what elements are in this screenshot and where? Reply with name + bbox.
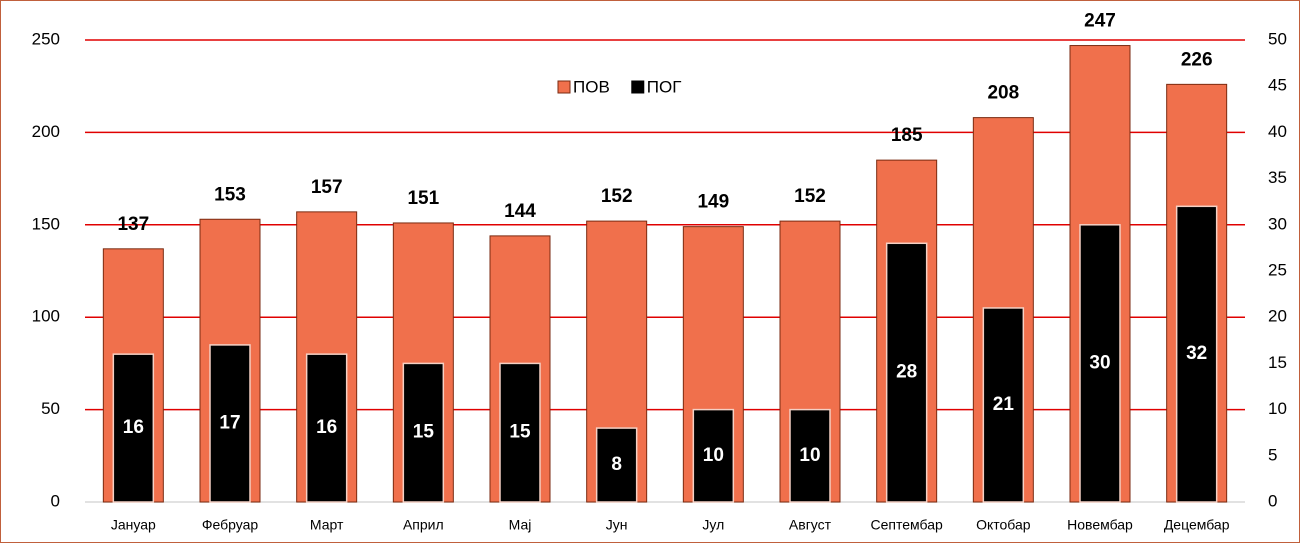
data-label: 21: [993, 394, 1015, 415]
y-tick-label: 250: [32, 29, 60, 48]
data-label: 28: [896, 362, 917, 383]
bar: [885, 242, 928, 503]
legend-label: ПОГ: [647, 77, 682, 96]
x-tick-label: Јун: [606, 517, 628, 533]
y2-tick-label: 50: [1268, 29, 1287, 48]
x-tick-label: Март: [310, 517, 344, 533]
y2-tick-label: 0: [1268, 491, 1277, 510]
bar: [305, 353, 348, 503]
data-label: 208: [987, 83, 1019, 104]
x-tick-label: Децембар: [1164, 517, 1230, 533]
x-tick-label: Фебруар: [202, 517, 259, 533]
bar: [1175, 205, 1218, 503]
y-tick-label: 100: [32, 307, 60, 326]
x-tick-label: Јул: [702, 517, 724, 533]
bar: [499, 362, 541, 503]
y2-tick-label: 30: [1268, 214, 1287, 233]
data-label: 137: [117, 214, 149, 235]
y2-tick-label: 25: [1268, 260, 1287, 279]
y-tick-label: 0: [51, 491, 60, 510]
y-tick-label: 200: [32, 122, 60, 141]
y2-tick-label: 20: [1268, 307, 1287, 326]
data-label: 15: [413, 422, 435, 443]
data-label: 185: [891, 125, 923, 146]
data-label: 152: [601, 186, 633, 207]
x-tick-label: Април: [403, 517, 444, 533]
x-tick-label: Август: [789, 517, 832, 533]
y2-tick-label: 45: [1268, 76, 1287, 95]
data-label: 15: [509, 422, 531, 443]
x-tick-label: Новембар: [1067, 517, 1133, 533]
bar: [112, 353, 155, 503]
x-tick-label: Септембар: [871, 517, 943, 533]
data-label: 149: [697, 192, 729, 213]
y2-tick-label: 15: [1268, 353, 1287, 372]
data-label: 16: [123, 417, 144, 438]
bar: [209, 344, 251, 503]
y2-tick-label: 40: [1268, 122, 1287, 141]
y-tick-label: 50: [41, 399, 60, 418]
x-tick-label: Октобар: [976, 517, 1031, 533]
data-label: 10: [799, 445, 820, 466]
data-label: 30: [1089, 352, 1110, 373]
data-label: 17: [219, 412, 240, 433]
data-label: 226: [1181, 49, 1213, 70]
y-tick-label: 150: [32, 214, 60, 233]
data-label: 153: [214, 184, 246, 205]
bar: [402, 362, 445, 503]
bar: [595, 427, 638, 503]
data-label: 151: [407, 188, 439, 209]
x-tick-label: Мај: [509, 517, 532, 533]
x-tick-label: Јануар: [111, 517, 156, 533]
data-label: 144: [504, 201, 536, 222]
bar: [789, 408, 831, 503]
y2-tick-label: 35: [1268, 168, 1287, 187]
legend-label: ПОВ: [573, 77, 610, 96]
data-label: 8: [611, 454, 622, 475]
bar: [982, 307, 1025, 503]
legend-swatch: [557, 80, 571, 94]
bar: [692, 408, 735, 503]
y2-tick-label: 10: [1268, 399, 1287, 418]
data-label: 157: [311, 177, 343, 198]
data-label: 16: [316, 417, 337, 438]
data-label: 247: [1084, 11, 1116, 32]
data-label: 10: [703, 445, 724, 466]
legend-swatch: [631, 80, 645, 94]
y2-tick-label: 5: [1268, 445, 1277, 464]
bar: [1079, 224, 1121, 503]
data-label: 152: [794, 186, 826, 207]
data-label: 32: [1186, 343, 1207, 364]
